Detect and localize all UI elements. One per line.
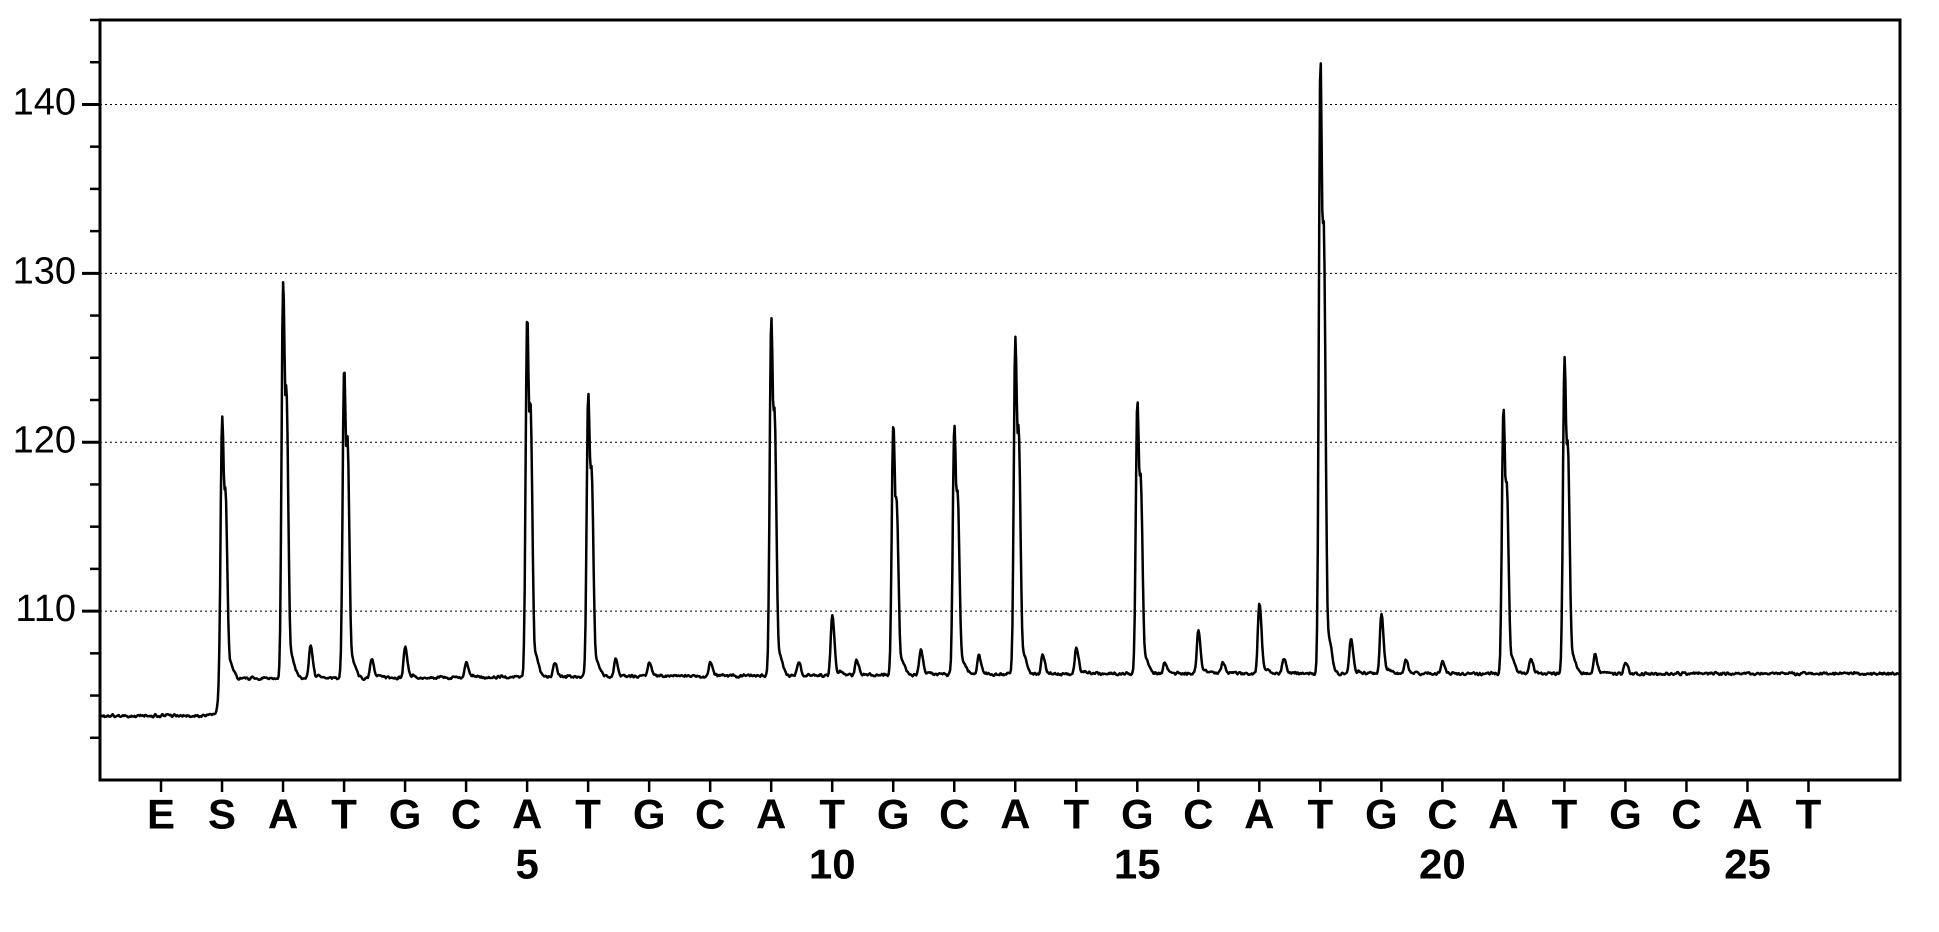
x-tick-letter: A: [512, 790, 542, 837]
x-tick-number: 10: [809, 840, 856, 887]
x-tick-number: 25: [1724, 840, 1771, 887]
y-tick-label: 110: [15, 588, 76, 630]
x-tick-number: 20: [1419, 840, 1466, 887]
x-tick-letter: G: [633, 790, 666, 837]
signal-trace: [100, 63, 1900, 717]
x-tick-number: 5: [515, 840, 538, 887]
x-tick-letter: C: [1427, 790, 1457, 837]
x-tick-letter: C: [695, 790, 725, 837]
x-tick-letter: G: [1121, 790, 1154, 837]
y-tick-label: 140: [13, 81, 76, 123]
x-tick-letter: E: [147, 790, 175, 837]
x-tick-letter: G: [1609, 790, 1642, 837]
x-tick-letter: C: [939, 790, 969, 837]
x-tick-letter: T: [1308, 790, 1334, 837]
x-tick-letter: A: [268, 790, 298, 837]
chart-svg: 110120130140ESATGCATGCATGCATGCATGCATGCAT…: [0, 0, 1939, 932]
x-tick-letter: T: [1552, 790, 1578, 837]
x-tick-letter: A: [1244, 790, 1274, 837]
x-tick-letter: C: [1671, 790, 1701, 837]
x-tick-letter: A: [1732, 790, 1762, 837]
pyrogram-chart: 110120130140ESATGCATGCATGCATGCATGCATGCAT…: [0, 0, 1939, 932]
x-tick-letter: A: [756, 790, 786, 837]
x-tick-letter: C: [451, 790, 481, 837]
x-tick-number: 15: [1114, 840, 1161, 887]
x-tick-letter: G: [389, 790, 422, 837]
x-tick-letter: T: [819, 790, 845, 837]
x-tick-letter: T: [1063, 790, 1089, 837]
x-tick-letter: A: [1000, 790, 1030, 837]
x-tick-letter: T: [575, 790, 601, 837]
x-tick-letter: C: [1183, 790, 1213, 837]
x-tick-letter: T: [331, 790, 357, 837]
x-tick-letter: S: [208, 790, 236, 837]
x-tick-letter: G: [877, 790, 910, 837]
x-tick-letter: T: [1796, 790, 1822, 837]
y-tick-label: 130: [13, 250, 76, 292]
y-tick-label: 120: [13, 419, 76, 461]
x-tick-letter: G: [1365, 790, 1398, 837]
x-tick-letter: A: [1488, 790, 1518, 837]
